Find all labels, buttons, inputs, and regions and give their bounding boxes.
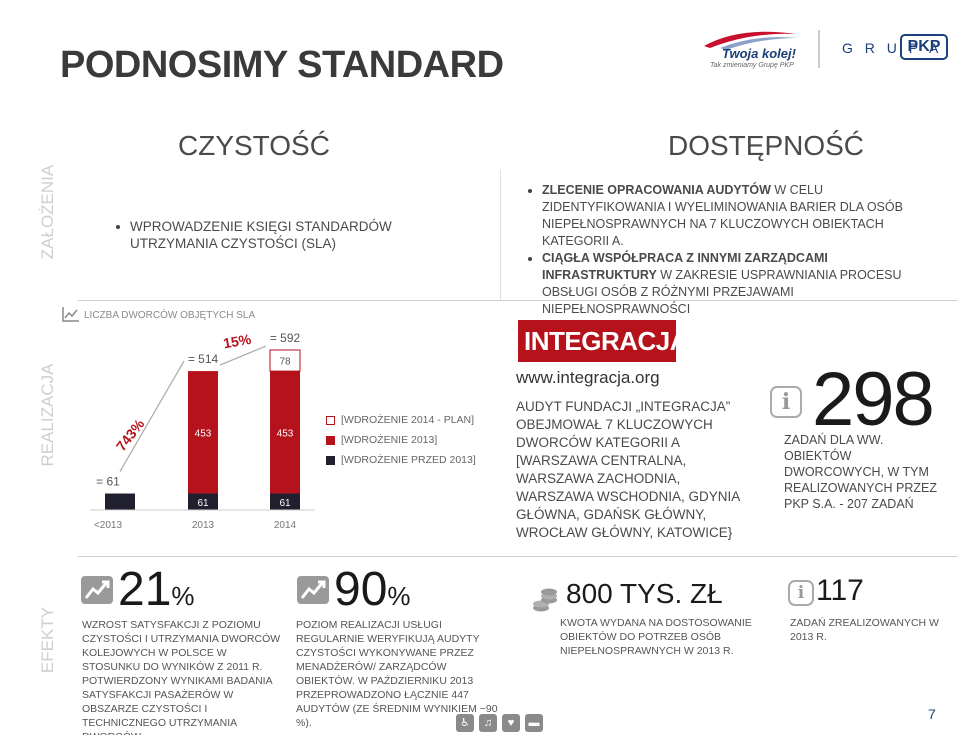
integracja-logo: INTEGRACJA [518,320,689,362]
side-label-zalozenia: ZAŁOŻENIA [38,164,57,260]
integracja-logo-text: INTEGRACJA [524,326,689,356]
efekt-1-number: 21% [118,562,195,617]
bar-total-label: = 61 [96,475,120,489]
dostepnosc-bullet-2: CIĄGŁA WSPÓŁPRACA Z INNYMI ZARZĄDCAMI IN… [528,250,942,318]
efekt-3-text: KWOTA WYDANA NA DOSTOSOWANIE OBIEKTÓW DO… [560,617,752,657]
side-label-realizacja: REALIZACJA [38,363,57,467]
coins-icon [533,588,557,612]
growth-label-743: 743% [113,415,148,454]
logo-main-text: Twoja kolej! [722,46,796,61]
efekt-1-value: 21 [118,563,172,616]
x-tick-label: 2013 [192,520,215,531]
integracja-body: AUDYT FUNDACJI „INTEGRACJA” OBEJMOWAŁ 7 … [516,398,756,542]
trend-up-icon [297,576,329,604]
twoja-kolej-logo: Twoja kolej! Tak zmieniamy Grupę PKP [700,28,800,78]
legend-swatch-plan [326,415,335,425]
heart-icon: ♥ [502,714,520,732]
bar-before-2 [270,493,300,510]
bar-total-label: = 592 [270,331,301,345]
divider-bottom [78,556,958,557]
chart-trend-icon [62,307,79,322]
dostepnosc-bullet-2-rest: W ZAKRESIE USPRAWNIANIA PROCESU OBSŁUGI … [542,268,902,316]
x-tick-label: <2013 [94,520,123,531]
page-number: 7 [928,706,936,722]
bar-2013-2 [270,371,300,494]
chart-legend: [WDROŻENIE 2014 - PLAN] [WDROŻENIE 2013]… [326,414,476,466]
growth-arrow-1 [119,360,185,472]
column-divider [500,170,501,300]
integracja-line1: AUDYT FUNDACJI „INTEGRACJA” [516,399,731,414]
legend-label-before: [WDROŻENIE PRZED 2013] [341,454,476,466]
bar-value-label: 453 [277,428,294,439]
legend-swatch-2013 [326,435,335,445]
x-tick-label: 2014 [274,520,297,531]
pkp-logo: PKP [900,34,948,60]
swoosh-icon [704,31,798,50]
bar-plan-2 [269,349,301,372]
legend-swatch-before [326,455,335,465]
efekt-1-unit: % [171,581,195,611]
bar-value-label: 61 [279,498,291,509]
legend-item-plan: [WDROŻENIE 2014 - PLAN] [326,414,476,426]
dostepnosc-bullet-1: ZLECENIE OPRACOWANIA AUDYTÓW W CELU ZIDE… [528,182,942,250]
bar-value-label: 61 [197,498,209,509]
dostepnosc-bullet-1-bold: ZLECENIE OPRACOWANIA AUDYTÓW [542,183,771,197]
efekt-2-unit: % [387,581,411,611]
bar-value-label: 453 [195,428,212,439]
grupa-text: G R U P A [842,40,943,56]
bar-value-label: 78 [279,357,291,368]
efekt-2-value: 90 [334,563,388,616]
sla-bar-chart: = 61 <2013 61 453 = 514 2013 61 453 78 = 592 2014 7… [90,331,315,531]
bar-before-1 [188,493,218,510]
accessibility-icon: ♿ [456,714,474,732]
bullet-dot [528,257,532,261]
trend-up-icon [81,576,113,604]
efekt-4-text: ZADAŃ ZREALIZOWANYCH W 2013 R. [790,617,939,643]
divider-top [78,300,958,301]
zadania-text: ZADAŃ DLA WW. OBIEKTÓW DWORCOWYCH, W TYM… [784,433,938,511]
integracja-url: www.integracja.org [516,368,660,387]
dostepnosc-bullet-1-rest: W CELU ZIDENTYFIKOWANIA I WYELIMINOWANIA… [542,183,903,248]
czystosc-bullet-text: WPROWADZENIE KSIĘGI STANDARDÓW UTRZYMANI… [130,219,392,251]
logo-sub-text: Tak zmieniamy Grupę PKP [710,62,794,69]
bar-2013-1 [188,371,218,494]
efekt-2-number: 90% [334,562,411,617]
efekt-2-text: POZIOM REALIZACJI USŁUGI REGULARNIE WERY… [296,619,498,729]
efekt-4-number: 117 [816,574,864,607]
logo-divider [818,30,820,68]
music-icon: ♫ [479,714,497,732]
legend-label-plan: [WDROŻENIE 2014 - PLAN] [341,414,475,426]
czystosc-heading: CZYSTOŚĆ [178,130,330,161]
legend-item-before: [WDROŻENIE PRZED 2013] [326,454,476,466]
legend-label-2013: [WDROŻENIE 2013] [341,434,438,446]
bus-icon: ▬ [525,714,543,732]
bullet-dot [116,225,120,229]
chart-title: LICZBA DWORCÓW OBJĘTYCH SLA [84,310,256,321]
page-title: PODNOSIMY STANDARD [60,44,504,86]
dostepnosc-bullet-2-bold: CIĄGŁA WSPÓŁPRACA Z INNYMI ZARZĄDCAMI IN… [542,251,828,282]
czystosc-bullet: WPROWADZENIE KSIĘGI STANDARDÓW UTRZYMANI… [116,218,460,252]
growth-label-15: 15% [222,331,253,352]
integracja-rest: OBEJMOWAŁ 7 KLUCZOWYCH DWORCÓW KATEGORII… [516,417,740,540]
dostepnosc-heading: DOSTĘPNOŚĆ [668,130,865,161]
zadania-number: 298 [812,357,935,442]
bar-before-0 [105,493,135,510]
efekt-1-text: WZROST SATYSFAKCJI Z POZIOMU CZYSTOŚCI I… [82,619,281,735]
growth-arrow-2 [219,345,267,366]
efekt-3-number: 800 TYS. ZŁ [566,578,723,609]
bullet-dot [528,189,532,193]
bottom-icon-strip: ♿ ♫ ♥ ▬ [456,714,543,732]
info-icon: i [788,580,814,606]
bar-total-label: = 514 [188,352,219,366]
side-label-efekty: EFEKTY [38,606,57,674]
info-icon: i [770,386,802,418]
legend-item-2013: [WDROŻENIE 2013] [326,434,476,446]
